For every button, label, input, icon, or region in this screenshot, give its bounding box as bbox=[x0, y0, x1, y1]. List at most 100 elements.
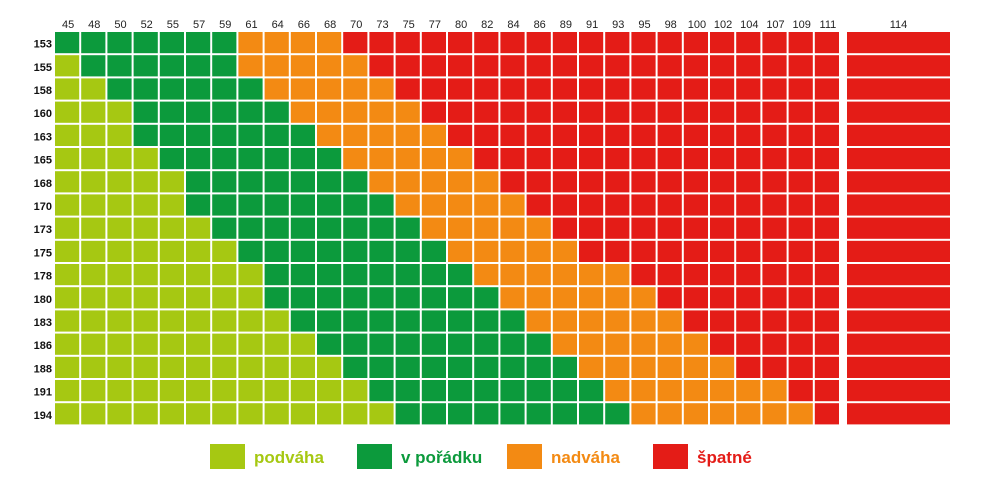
bmi-cell bbox=[683, 264, 708, 286]
bmi-cell bbox=[317, 356, 342, 378]
bmi-cell bbox=[579, 78, 604, 100]
bmi-cell bbox=[631, 124, 656, 146]
bmi-cell bbox=[55, 32, 80, 54]
legend-swatch-underweight bbox=[210, 444, 245, 469]
bmi-cell bbox=[107, 55, 132, 77]
bmi-cell bbox=[736, 171, 761, 193]
bmi-cell bbox=[317, 287, 342, 309]
bmi-cell bbox=[369, 240, 394, 262]
bmi-cell bbox=[526, 264, 551, 286]
bmi-cell bbox=[788, 32, 813, 54]
bmi-cell bbox=[762, 380, 787, 402]
bmi-cell bbox=[847, 240, 950, 262]
bmi-cell bbox=[81, 171, 106, 193]
bmi-cell bbox=[710, 194, 735, 216]
bmi-cell bbox=[107, 310, 132, 332]
weight-label: 102 bbox=[714, 19, 732, 31]
bmi-cell bbox=[814, 264, 839, 286]
weight-label: 64 bbox=[272, 19, 284, 31]
bmi-cell bbox=[526, 78, 551, 100]
bmi-cell bbox=[186, 194, 211, 216]
bmi-cell bbox=[369, 310, 394, 332]
bmi-cell bbox=[474, 333, 499, 355]
weight-label: 80 bbox=[455, 19, 467, 31]
bmi-cell bbox=[212, 148, 237, 170]
bmi-cell bbox=[395, 264, 420, 286]
bmi-cell bbox=[264, 287, 289, 309]
bmi-cell bbox=[657, 310, 682, 332]
bmi-cell bbox=[474, 194, 499, 216]
bmi-cell bbox=[395, 124, 420, 146]
bmi-cell bbox=[107, 240, 132, 262]
bmi-cell bbox=[448, 55, 473, 77]
height-label: 188 bbox=[34, 363, 52, 375]
bmi-cell bbox=[133, 194, 158, 216]
bmi-cell bbox=[657, 124, 682, 146]
bmi-cell bbox=[55, 194, 80, 216]
weight-label: 70 bbox=[350, 19, 362, 31]
bmi-cell bbox=[552, 310, 577, 332]
bmi-cell bbox=[212, 55, 237, 77]
bmi-cell bbox=[369, 101, 394, 123]
bmi-cell bbox=[474, 171, 499, 193]
bmi-cell bbox=[552, 380, 577, 402]
bmi-cell bbox=[814, 356, 839, 378]
bmi-cell bbox=[264, 148, 289, 170]
bmi-cell bbox=[552, 171, 577, 193]
bmi-cell bbox=[631, 32, 656, 54]
bmi-cell bbox=[212, 403, 237, 425]
bmi-cell bbox=[579, 55, 604, 77]
height-label: 153 bbox=[34, 39, 52, 51]
bmi-cell bbox=[605, 380, 630, 402]
bmi-cell bbox=[605, 171, 630, 193]
bmi-cell bbox=[448, 240, 473, 262]
bmi-cell bbox=[474, 310, 499, 332]
bmi-cell bbox=[605, 356, 630, 378]
bmi-cell bbox=[736, 240, 761, 262]
bmi-cell bbox=[55, 333, 80, 355]
bmi-cell bbox=[212, 194, 237, 216]
bmi-cell bbox=[552, 78, 577, 100]
bmi-cell bbox=[159, 380, 184, 402]
bmi-cell bbox=[814, 101, 839, 123]
bmi-cell bbox=[317, 194, 342, 216]
bmi-cell bbox=[448, 32, 473, 54]
bmi-cell bbox=[605, 403, 630, 425]
bmi-cell bbox=[631, 148, 656, 170]
bmi-cell bbox=[762, 148, 787, 170]
bmi-cell bbox=[395, 171, 420, 193]
bmi-cell bbox=[683, 194, 708, 216]
bmi-cell bbox=[264, 356, 289, 378]
bmi-cell bbox=[81, 55, 106, 77]
bmi-cell bbox=[421, 333, 446, 355]
bmi-cell bbox=[238, 148, 263, 170]
bmi-cell bbox=[421, 148, 446, 170]
bmi-cell bbox=[159, 264, 184, 286]
bmi-cell bbox=[395, 240, 420, 262]
bmi-cell bbox=[788, 217, 813, 239]
bmi-cell bbox=[683, 78, 708, 100]
bmi-cell bbox=[369, 78, 394, 100]
bmi-cell bbox=[290, 55, 315, 77]
weight-label: 82 bbox=[481, 19, 493, 31]
bmi-cell bbox=[238, 55, 263, 77]
bmi-cell bbox=[657, 194, 682, 216]
bmi-cell bbox=[238, 240, 263, 262]
bmi-cell bbox=[421, 171, 446, 193]
weight-label: 95 bbox=[638, 19, 650, 31]
bmi-cell bbox=[159, 287, 184, 309]
bmi-cell bbox=[552, 240, 577, 262]
height-label: 158 bbox=[34, 85, 52, 97]
bmi-cell bbox=[290, 356, 315, 378]
bmi-cell bbox=[736, 55, 761, 77]
bmi-cell bbox=[395, 101, 420, 123]
bmi-cell bbox=[762, 101, 787, 123]
bmi-cell bbox=[107, 101, 132, 123]
bmi-cell bbox=[683, 240, 708, 262]
height-label: 163 bbox=[34, 131, 52, 143]
bmi-cell bbox=[788, 380, 813, 402]
bmi-cell bbox=[579, 171, 604, 193]
bmi-cell bbox=[500, 101, 525, 123]
bmi-cell bbox=[238, 403, 263, 425]
bmi-cell bbox=[762, 171, 787, 193]
